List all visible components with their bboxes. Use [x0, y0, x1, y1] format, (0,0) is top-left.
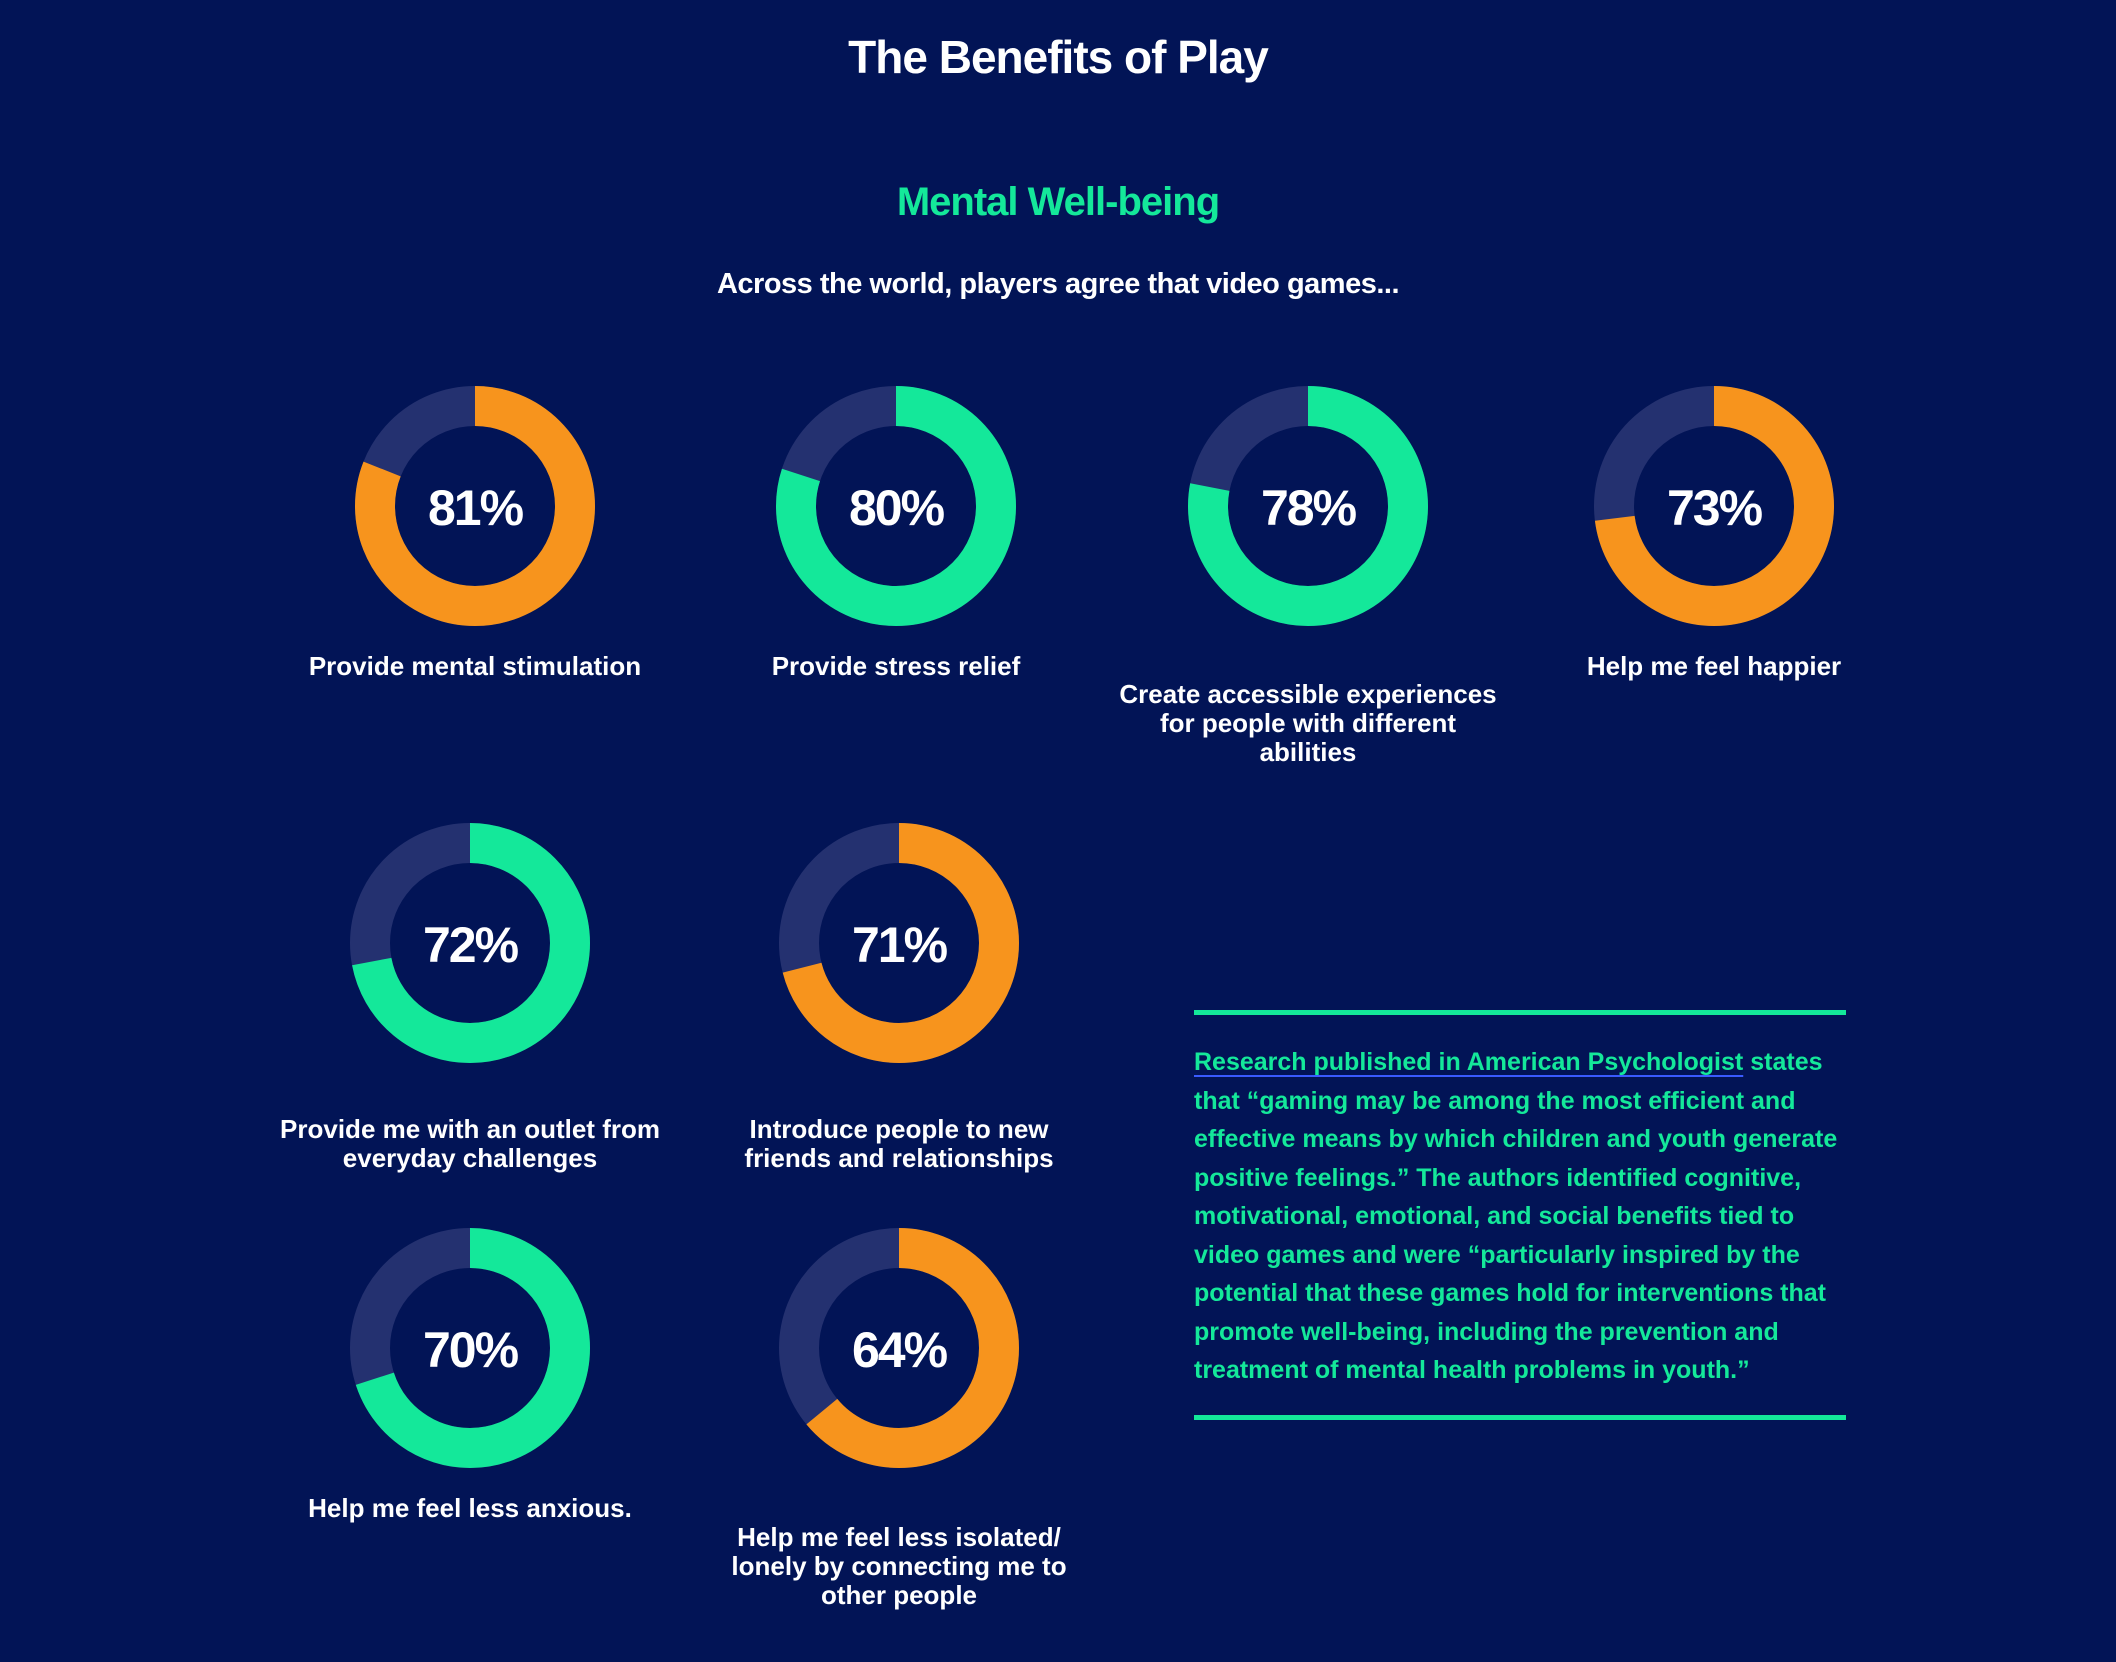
- donut-caption: Help me feel less isolated/ lonely by co…: [731, 1522, 1067, 1610]
- donut-arc: [350, 1228, 590, 1468]
- donut-arc: [776, 386, 1016, 626]
- donut-value: 64%: [852, 1322, 948, 1378]
- donut-arc: [1594, 386, 1834, 626]
- donut-value: 70%: [423, 1322, 519, 1378]
- quote-text: states that “gaming may be among the mos…: [1194, 1048, 1838, 1384]
- donut-value: 81%: [428, 480, 524, 536]
- quote-link[interactable]: Research published in American Psycholog…: [1194, 1048, 1744, 1076]
- donut-arc: [779, 823, 1019, 1063]
- divider: [1194, 1010, 1846, 1015]
- donut-arc: [350, 823, 590, 1063]
- donut-caption: Introduce people to new friends and rela…: [744, 1114, 1054, 1173]
- donut-caption: Help me feel happier: [1586, 651, 1842, 681]
- donut-arc: [355, 386, 595, 626]
- donut-value: 73%: [1667, 480, 1763, 536]
- donut-arc: [1188, 386, 1428, 626]
- quote: Research published in American Psycholog…: [1194, 1043, 1846, 1390]
- donut-value: 72%: [423, 917, 519, 973]
- donut-caption: Create accessible experiences for people…: [1119, 679, 1497, 767]
- donut-caption: Provide stress relief: [771, 651, 1021, 681]
- donut-caption: Provide mental stimulation: [308, 651, 642, 681]
- donut-value: 71%: [852, 917, 948, 973]
- section-title: Mental Well-being: [896, 180, 1220, 224]
- page-title: The Benefits of Play: [848, 31, 1269, 83]
- donut-value: 78%: [1261, 480, 1357, 536]
- section-subtitle: Across the world, players agree that vid…: [716, 268, 1400, 300]
- divider: [1194, 1415, 1846, 1420]
- donut-caption: Help me feel less anxious.: [308, 1493, 632, 1523]
- donut-caption: Provide me with an outlet from everyday …: [280, 1114, 660, 1173]
- donut-value: 80%: [849, 480, 945, 536]
- donut-arc: [779, 1228, 1019, 1468]
